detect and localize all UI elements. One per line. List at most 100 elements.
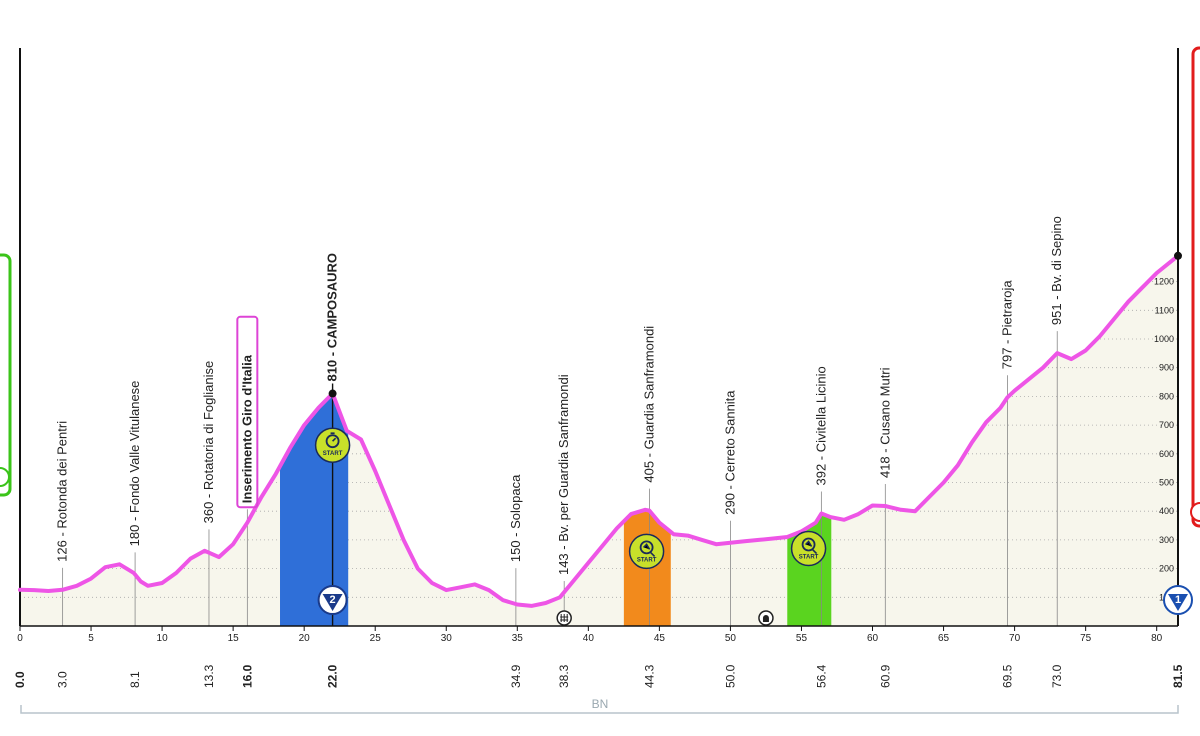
km-value: 60.9 xyxy=(878,664,892,688)
stopwatch-hand xyxy=(330,432,337,442)
sprint-face xyxy=(801,537,816,552)
waypoint-label-8: 405 - Guardia Sanframondi xyxy=(641,326,656,483)
km-value: 81.5 xyxy=(1171,664,1185,688)
km-label-10: 56.4 xyxy=(814,664,828,688)
climb-badge-2: 2 xyxy=(317,585,348,615)
y-tick-label: 500 xyxy=(1159,478,1174,488)
km-value: 13.3 xyxy=(202,664,216,688)
start-label: START xyxy=(637,557,657,563)
waypoint-name: 392 - Civitella Licinio xyxy=(813,366,828,485)
y-tick-label: 200 xyxy=(1159,564,1174,574)
waypoint-name: 418 - Cusano Mutri xyxy=(877,367,892,478)
waypoint-label-12: 797 - Pietraroja xyxy=(999,280,1014,370)
badge-triangle xyxy=(1168,594,1188,611)
grid-icon-lines xyxy=(560,614,569,622)
sprint-icon-2: START xyxy=(790,530,827,567)
y-tick-label: 800 xyxy=(1159,391,1174,401)
km-label-2: 8.1 xyxy=(128,671,142,688)
x-tick-label: 0 xyxy=(17,633,23,644)
sprint-face xyxy=(639,540,654,555)
km-label-4: 16.0 xyxy=(240,664,254,688)
waypoint-label-11: 418 - Cusano Mutri xyxy=(877,367,892,478)
x-tick-label: 45 xyxy=(654,633,666,644)
waypoint-name: 143 - Bv. per Guardia Sanframondi xyxy=(556,374,571,575)
km-label-0: 0.0 xyxy=(13,671,27,688)
km-label-3: 13.3 xyxy=(202,664,216,688)
stopwatch-face xyxy=(325,434,340,449)
province-bracket xyxy=(20,705,1179,714)
y-tick-label: 900 xyxy=(1159,363,1174,373)
km-value: 3.0 xyxy=(56,671,70,688)
km-label-14: 81.5 xyxy=(1171,664,1185,688)
y-tick-label: 1000 xyxy=(1154,334,1174,344)
start-label: START xyxy=(323,451,343,457)
km-value: 34.9 xyxy=(509,664,523,688)
waypoint-name: 951 - Bv. di Sepino xyxy=(1049,216,1064,325)
tunnel-icon-shape xyxy=(762,615,769,622)
km-label-8: 44.3 xyxy=(642,664,656,688)
km-label-6: 34.9 xyxy=(509,664,523,688)
tunnel-icon xyxy=(758,610,774,626)
km-value: 16.0 xyxy=(240,664,254,688)
grid-icon xyxy=(556,610,572,626)
waypoint-name: 126 - Rotonda dei Pentri xyxy=(55,421,70,562)
stopwatch-icon-0: START xyxy=(314,427,351,463)
y-tick-label: 1200 xyxy=(1154,277,1174,287)
km-value: 73.0 xyxy=(1050,664,1064,688)
waypoint-name: 810 - CAMPOSAURO xyxy=(325,253,340,382)
profile-line xyxy=(18,253,1180,608)
finish-dot xyxy=(1174,251,1182,260)
km-value: 56.4 xyxy=(814,664,828,688)
x-tick-label: 55 xyxy=(796,633,808,644)
waypoint-name: 290 - Cerreto Sannita xyxy=(722,390,737,515)
badge-label: 2 xyxy=(330,594,336,606)
waypoint-label-13: 951 - Bv. di Sepino xyxy=(1049,216,1064,325)
finish-legend-box xyxy=(1191,46,1200,528)
inserimento-box xyxy=(236,315,259,509)
waypoint-label-1: 126 - Rotonda dei Pentri xyxy=(55,421,70,562)
waypoint-name: 150 - Solopaca xyxy=(508,474,523,562)
badge-triangle xyxy=(322,594,343,611)
y-tick-label: 400 xyxy=(1159,506,1174,516)
x-tick-label: 65 xyxy=(938,633,950,644)
x-tick-label: 20 xyxy=(299,633,311,644)
start-label: START xyxy=(799,555,819,561)
x-tick-label: 15 xyxy=(228,633,240,644)
x-tick-label: 50 xyxy=(725,633,737,644)
waypoint-name: 360 - Rotatoria di Foglianise xyxy=(201,361,216,524)
waypoint-label-7: 143 - Bv. per Guardia Sanframondi xyxy=(556,374,571,575)
waypoint-label-5: 810 - CAMPOSAURO xyxy=(325,253,340,382)
x-tick-label: 75 xyxy=(1080,633,1092,644)
km-value: 69.5 xyxy=(1000,664,1014,688)
km-label-7: 38.3 xyxy=(557,664,571,688)
km-label-11: 60.9 xyxy=(878,664,892,688)
waypoint-label-4: Inserimento Giro d'Italia xyxy=(236,315,259,509)
x-tick-label: 25 xyxy=(370,633,382,644)
start-badge-ring xyxy=(314,427,351,463)
km-value: 50.0 xyxy=(723,664,737,688)
summit-dot xyxy=(328,389,337,398)
km-value: 22.0 xyxy=(326,664,340,688)
km-value: 44.3 xyxy=(642,664,656,688)
x-tick-label: 35 xyxy=(512,633,524,644)
x-tick-label: 80 xyxy=(1151,633,1163,644)
y-tick-label: 600 xyxy=(1159,449,1174,459)
waypoint-label-3: 360 - Rotatoria di Foglianise xyxy=(201,361,216,524)
waypoint-name: 797 - Pietraroja xyxy=(999,280,1014,370)
x-tick-label: 60 xyxy=(867,633,879,644)
sprint-rider xyxy=(805,540,818,555)
km-label-9: 50.0 xyxy=(723,664,737,688)
km-label-13: 73.0 xyxy=(1050,664,1064,688)
start-legend-icon xyxy=(0,467,10,487)
highlight-zone-2 xyxy=(787,513,832,626)
km-label-5: 22.0 xyxy=(326,664,340,688)
waypoint-name: 405 - Guardia Sanframondi xyxy=(641,326,656,483)
x-tick-label: 5 xyxy=(88,633,94,644)
km-value: 8.1 xyxy=(128,671,142,688)
y-tick-label: 700 xyxy=(1159,420,1174,430)
province-label: BN xyxy=(592,697,609,711)
start-badge-ring xyxy=(790,530,827,567)
waypoint-label-10: 392 - Civitella Licinio xyxy=(813,366,828,485)
x-tick-label: 30 xyxy=(441,633,453,644)
